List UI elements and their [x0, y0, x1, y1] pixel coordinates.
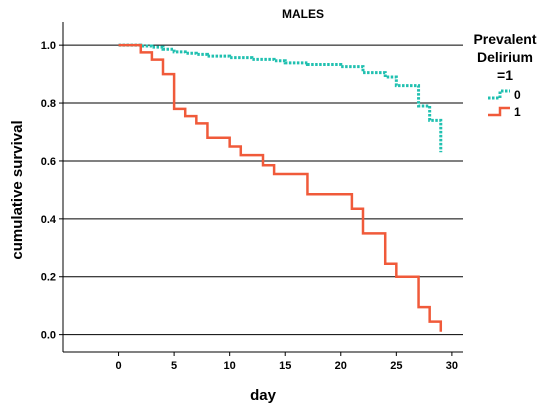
y-tick-label: 0.4 [41, 214, 57, 226]
y-tick-label: 1.0 [41, 40, 56, 52]
x-tick-label: 30 [446, 360, 458, 372]
legend-swatch-1 [488, 106, 510, 117]
x-tick-label: 0 [115, 360, 121, 372]
y-tick-label: 0.2 [41, 272, 56, 284]
legend-label-0: 0 [514, 88, 521, 102]
legend-title-line-1: Prevalent [473, 31, 536, 47]
x-axis-ticks: 0 5 10 15 20 25 30 [115, 352, 458, 372]
y-tick-label: 0.6 [41, 156, 56, 168]
x-axis-label: day [250, 387, 277, 404]
y-axis-label: cumulative survival [9, 120, 26, 259]
series-line-0 [118, 43, 443, 153]
legend-title-line-3: =1 [497, 67, 513, 83]
y-tick-label: 0.0 [41, 330, 56, 342]
legend: Prevalent Delirium =1 01 [473, 31, 536, 119]
x-tick-label: 20 [335, 360, 347, 372]
gridlines [63, 44, 463, 336]
y-tick-label: 0.8 [41, 98, 56, 110]
y-axis-ticks: 0.0 0.2 0.4 0.6 0.8 1.0 [41, 40, 63, 342]
series-layer [118, 43, 443, 332]
series-line-1 [118, 43, 443, 332]
legend-items: 01 [488, 88, 521, 119]
x-tick-label: 10 [224, 360, 236, 372]
x-tick-label: 15 [279, 360, 291, 372]
x-tick-label: 5 [171, 360, 177, 372]
chart-title: MALES [282, 7, 324, 21]
legend-swatch-0 [488, 89, 510, 100]
legend-title-line-2: Delirium [477, 49, 533, 65]
legend-label-1: 1 [514, 105, 521, 119]
x-tick-label: 25 [390, 360, 402, 372]
